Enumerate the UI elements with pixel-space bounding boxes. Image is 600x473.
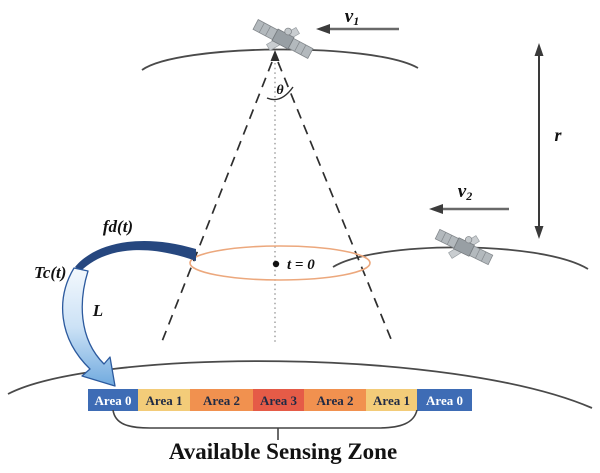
ground-arc: [7, 360, 593, 409]
zone-segment: [88, 389, 138, 411]
doppler-label: fd(t): [103, 217, 133, 236]
zone-segment: [304, 389, 366, 411]
nadir-arrowhead-icon: [270, 50, 280, 61]
beam-angle-arc: [266, 86, 294, 101]
time-zero-label: t = 0: [287, 257, 315, 273]
satellite-2-icon: [434, 228, 494, 266]
doppler-arc: [75, 240, 196, 271]
contact-time-label: Tc(t): [34, 263, 66, 282]
zone-segment-label: Area 1: [373, 393, 410, 408]
r-arrowhead-top-icon: [534, 43, 544, 56]
zone-segment-label: Area 0: [426, 393, 463, 408]
zone-segment-label: Area 2: [317, 393, 354, 408]
satellite-1-icon: [252, 19, 314, 59]
length-label: L: [92, 301, 103, 320]
v2-label: v2: [458, 181, 472, 203]
v1-arrowhead-icon: [316, 24, 330, 34]
r-label: r: [554, 125, 562, 145]
beam-angle-label: θ: [276, 83, 284, 98]
v2-arrowhead-icon: [429, 204, 443, 214]
zone-segment: [253, 389, 304, 411]
zone-segment: [190, 389, 253, 411]
r-arrowhead-bottom-icon: [534, 226, 544, 239]
zone-segment: [366, 389, 417, 411]
sensing-zone-caption: Available Sensing Zone: [169, 439, 397, 464]
center-dot: [272, 260, 280, 268]
sensing-zone-bar: Area 0 Area 1 Area 2 Area 3 Area 2 Area …: [88, 389, 472, 411]
zone-segment-label: Area 0: [95, 393, 132, 408]
zone-segment-label: Area 2: [203, 393, 240, 408]
orbit-arc-upper: [141, 48, 419, 71]
zone-brace: [112, 409, 418, 429]
sweep-ribbon-arrow: [62, 267, 116, 387]
zone-segment-label: Area 1: [146, 393, 183, 408]
v1-label: v1: [345, 6, 359, 28]
beam-right-dashed-line: [277, 61, 394, 345]
zone-segment-label: Area 3: [260, 393, 297, 408]
zone-segment: [138, 389, 190, 411]
coverage-ellipse: [189, 245, 371, 281]
zone-segment: [417, 389, 472, 411]
beam-left-dashed-line: [160, 61, 273, 345]
